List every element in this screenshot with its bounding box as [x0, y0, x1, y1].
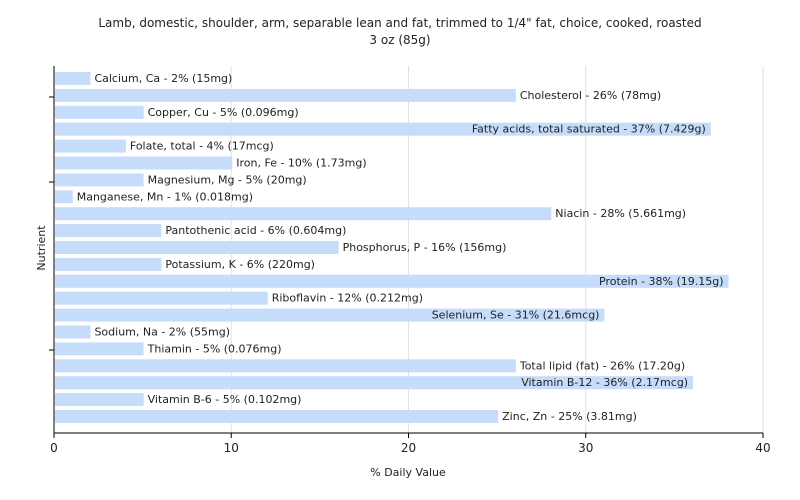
bar-label: Vitamin B-6 - 5% (0.102mg): [148, 393, 302, 406]
y-axis-label: Nutrient: [35, 225, 48, 271]
bar: [55, 190, 73, 204]
bar-label: Protein - 38% (19.15g): [599, 275, 724, 288]
bar-label: Sodium, Na - 2% (55mg): [94, 326, 230, 339]
bar-label: Fatty acids, total saturated - 37% (7.42…: [472, 123, 706, 136]
x-tick-label: 0: [50, 441, 58, 455]
bar-label: Riboflavin - 12% (0.212mg): [272, 292, 423, 305]
bar-label: Cholesterol - 26% (78mg): [520, 89, 661, 102]
bar: [55, 308, 605, 322]
bar: [55, 139, 126, 153]
bar: [55, 325, 91, 339]
bars-group: Calcium, Ca - 2% (15mg) Cholesterol - 26%…: [55, 72, 729, 423]
bar: [55, 393, 144, 407]
x-axis-label: % Daily Value: [370, 466, 446, 479]
bar: [55, 224, 162, 238]
bar: [55, 241, 339, 254]
bar-label: Phosphorus, P - 16% (156mg): [343, 241, 507, 254]
bar-label: Folate, total - 4% (17mcg): [130, 140, 274, 153]
bar-label: Vitamin B-12 - 36% (2.17mcg): [521, 376, 688, 389]
x-tick-label: 40: [755, 441, 770, 455]
bar-label: Selenium, Se - 31% (21.6mcg): [432, 309, 600, 322]
bar: [55, 156, 233, 170]
bar-label: Zinc, Zn - 25% (3.81mg): [502, 410, 637, 423]
x-tick-label: 10: [224, 441, 239, 455]
bar: [55, 376, 694, 390]
bar-label: Calcium, Ca - 2% (15mg): [94, 72, 232, 85]
bar: [55, 122, 711, 136]
bar: [55, 88, 516, 102]
bar: [55, 173, 144, 187]
bar-label: Thiamin - 5% (0.076mg): [147, 342, 282, 355]
bar-label: Pantothenic acid - 6% (0.604mg): [165, 224, 346, 237]
chart-title: Lamb, domestic, shoulder, arm, separable…: [98, 16, 701, 30]
bar: [55, 359, 516, 373]
bar: [55, 291, 268, 305]
bar: [55, 105, 144, 119]
bar: [55, 72, 91, 85]
bar-label: Potassium, K - 6% (220mg): [165, 258, 315, 271]
bar: [55, 274, 729, 288]
bar: [55, 342, 144, 356]
bar-label: Copper, Cu - 5% (0.096mg): [148, 106, 299, 119]
bar-label: Manganese, Mn - 1% (0.018mg): [77, 190, 253, 203]
bar-label: Niacin - 28% (5.661mg): [555, 207, 686, 220]
bar: [55, 410, 499, 423]
bar-label: Iron, Fe - 10% (1.73mg): [236, 157, 366, 170]
bar-label: Total lipid (fat) - 26% (17.20g): [519, 359, 685, 372]
chart-subtitle: 3 oz (85g): [369, 33, 430, 47]
axes-group: 0 10 20 30 40: [49, 66, 771, 455]
bar: [55, 207, 552, 221]
bar: [55, 257, 162, 271]
x-tick-label: 20: [401, 441, 416, 455]
x-tick-label: 30: [578, 441, 593, 455]
bar-label: Magnesium, Mg - 5% (20mg): [148, 173, 307, 186]
